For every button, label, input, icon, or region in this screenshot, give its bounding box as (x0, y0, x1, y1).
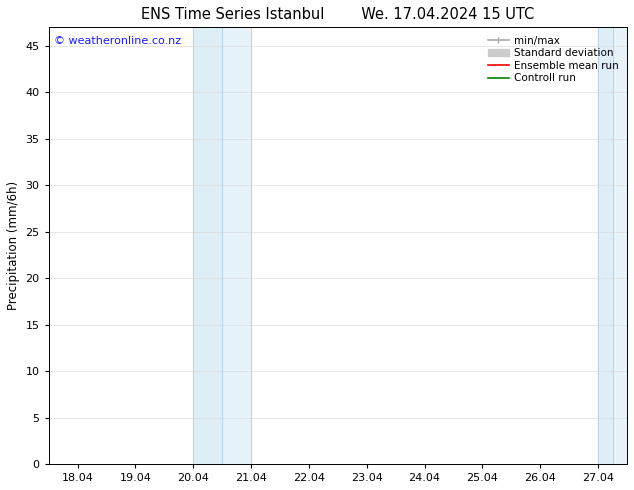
Bar (193, 27, 222, 464)
Bar (222, 27, 251, 464)
Text: © weatheronline.co.nz: © weatheronline.co.nz (55, 36, 181, 46)
Y-axis label: Precipitation (mm/6h): Precipitation (mm/6h) (7, 181, 20, 310)
Title: ENS Time Series Istanbul        We. 17.04.2024 15 UTC: ENS Time Series Istanbul We. 17.04.2024 … (141, 7, 534, 22)
Legend: min/max, Standard deviation, Ensemble mean run, Controll run: min/max, Standard deviation, Ensemble me… (485, 32, 622, 87)
Bar (598, 27, 612, 464)
Bar (612, 27, 627, 464)
